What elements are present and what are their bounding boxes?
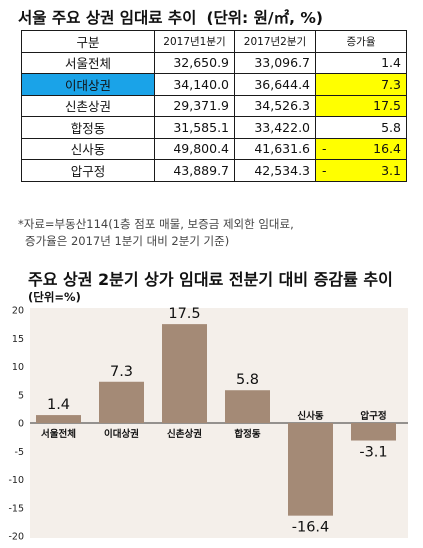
row-growth: 7.3 xyxy=(315,73,407,96)
table-row: 서울전체 32,650.9 33,096.7 1.4 xyxy=(21,51,407,74)
source-note: *자료=부동산114(1층 점포 매물, 보증금 제외한 임대료, 증가율은 2… xyxy=(18,216,294,250)
row-area: 신사동 xyxy=(21,137,155,160)
row-q1: 32,650.9 xyxy=(154,51,235,74)
data-label: 7.3 xyxy=(110,364,133,380)
row-q1: 29,371.9 xyxy=(154,94,235,117)
row-area: 압구정 xyxy=(21,159,155,182)
y-tick-label: -5 xyxy=(15,447,24,458)
bar xyxy=(225,390,270,423)
y-tick-label: -10 xyxy=(8,475,24,486)
table-row: 이대상권 34,140.0 36,644.4 7.3 xyxy=(21,73,407,96)
table-title-text: 서울 주요 상권 임대료 추이 xyxy=(18,9,197,27)
source-note-line: *자료=부동산114(1층 점포 매물, 보증금 제외한 임대료, xyxy=(18,217,294,231)
row-q2: 42,534.3 xyxy=(234,159,316,182)
table-unit: (단위: 원/㎡, %) xyxy=(206,9,323,27)
bar xyxy=(162,324,207,423)
table-row: 신촌상권 29,371.9 34,526.3 17.5 xyxy=(21,94,407,117)
header-q2: 2017년2분기 xyxy=(234,30,316,53)
row-growth: 1.4 xyxy=(315,51,407,74)
row-q1: 49,800.4 xyxy=(154,137,235,160)
data-label: 5.8 xyxy=(236,372,259,388)
y-tick-label: 10 xyxy=(12,362,24,373)
category-label: 신사동 xyxy=(297,410,323,422)
row-area: 서울전체 xyxy=(21,51,155,74)
chart-unit: (단위=%) xyxy=(28,290,81,304)
y-tick-label: 15 xyxy=(12,334,24,345)
row-q2: 36,644.4 xyxy=(234,73,316,96)
header-growth: 증가율 xyxy=(315,30,407,53)
table-row: 합정동 31,585.1 33,422.0 5.8 xyxy=(21,116,407,139)
y-tick-label: 20 xyxy=(12,306,24,317)
data-label: -16.4 xyxy=(292,520,330,536)
row-area: 합정동 xyxy=(21,116,155,139)
y-tick-label: -15 xyxy=(8,503,24,514)
minus-sign: - xyxy=(322,162,327,178)
row-growth: 17.5 xyxy=(315,94,407,117)
row-q2: 33,096.7 xyxy=(234,51,316,74)
category-label: 서울전체 xyxy=(41,428,76,440)
data-label: 17.5 xyxy=(168,306,200,322)
bar xyxy=(351,423,396,441)
category-label: 합정동 xyxy=(234,428,260,440)
header-category: 구분 xyxy=(21,30,155,53)
row-area: 신촌상권 xyxy=(21,94,155,117)
bar xyxy=(36,415,81,423)
row-growth: 16.4 xyxy=(373,141,401,157)
growth-bar-chart: 20 15 10 5 0 -5 -10 -15 -20 서울전체 1.4 이대상권 7.3 신촌상권 17.… xyxy=(8,306,408,543)
rent-table: 구분 2017년1분기 2017년2분기 증가율 서울전체 32,650.9 3… xyxy=(21,30,407,182)
row-growth: 5.8 xyxy=(315,116,407,139)
source-note-line: 증가율은 2017년 1분기 대비 2분기 기준) xyxy=(25,234,230,248)
row-area: 이대상권 xyxy=(21,73,155,96)
row-q2: 41,631.6 xyxy=(234,137,316,160)
row-q1: 43,889.7 xyxy=(154,159,235,182)
category-label: 신촌상권 xyxy=(167,428,202,440)
data-label: -3.1 xyxy=(359,445,387,461)
table-title: 서울 주요 상권 임대료 추이 (단위: 원/㎡, %) xyxy=(18,6,323,28)
y-tick-label: -20 xyxy=(8,532,24,543)
y-tick-label: 0 xyxy=(18,419,24,430)
table-row: 압구정 43,889.7 42,534.3 - 3.1 xyxy=(21,159,407,182)
row-growth-cell: - 3.1 xyxy=(315,159,407,182)
table-header-row: 구분 2017년1분기 2017년2분기 증가율 xyxy=(21,30,407,53)
category-label: 압구정 xyxy=(360,410,386,422)
chart-title: 주요 상권 2분기 상가 임대료 전분기 대비 증감률 추이 xyxy=(28,270,393,289)
row-q1: 34,140.0 xyxy=(154,73,235,96)
row-growth-cell: - 16.4 xyxy=(315,137,407,160)
minus-sign: - xyxy=(322,141,327,157)
y-tick-label: 5 xyxy=(18,390,24,401)
category-label: 이대상권 xyxy=(104,428,139,440)
bar xyxy=(99,381,144,423)
table-row: 신사동 49,800.4 41,631.6 - 16.4 xyxy=(21,137,407,160)
header-q1: 2017년1분기 xyxy=(154,30,235,53)
row-growth: 3.1 xyxy=(381,162,401,178)
row-q1: 31,585.1 xyxy=(154,116,235,139)
row-q2: 33,422.0 xyxy=(234,116,316,139)
row-q2: 34,526.3 xyxy=(234,94,316,117)
data-label: 1.4 xyxy=(47,397,70,413)
bar xyxy=(288,423,333,516)
